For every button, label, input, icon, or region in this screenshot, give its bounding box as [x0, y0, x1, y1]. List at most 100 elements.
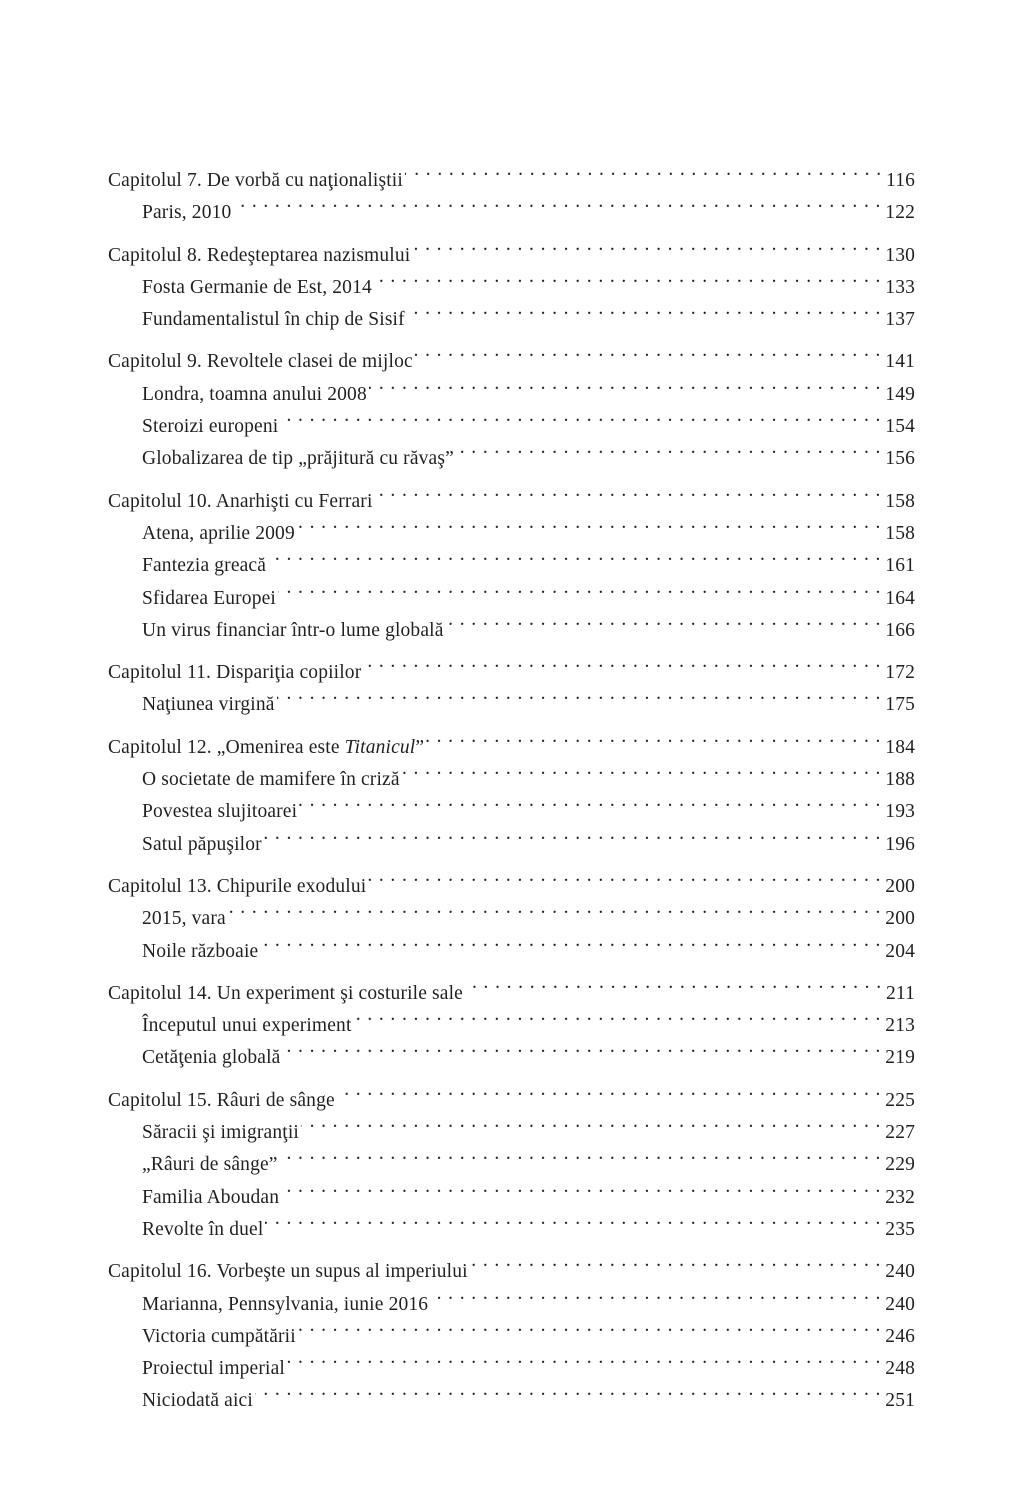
toc-chapter-entry: Capitolul 14. Un experiment şi costurile… [108, 967, 915, 1004]
chapter-title: Capitolul 16. Vorbeşte un supus al imper… [108, 1256, 468, 1288]
section-title: Naţiunea virgină [142, 689, 275, 721]
section-title: Un virus financiar într-o lume globală [142, 615, 444, 647]
section-title: Familia Aboudan [142, 1182, 279, 1214]
dot-leader [265, 1203, 881, 1235]
chapter-group: Capitolul 13. Chipurile exodului2002015,… [108, 860, 915, 962]
title-text: „Râuri de sânge” [142, 1154, 278, 1176]
title-text: Fundamentalistul în chip de Sisif [142, 309, 405, 331]
toc-section-entry: Proiectul imperial 248 [108, 1342, 915, 1379]
toc-section-entry: Paris, 2010 122 [108, 186, 915, 223]
title-text: Familia Aboudan [142, 1186, 280, 1208]
section-title: Săracii şi imigranţii [142, 1117, 299, 1149]
page-number: 188 [885, 769, 915, 791]
dot-leader [363, 646, 881, 678]
dot-leader [281, 1171, 881, 1203]
section-title: Fundamentalistul în chip de Sisif [142, 304, 405, 336]
dot-leader [297, 507, 881, 539]
page-number: 229 [885, 1154, 915, 1176]
toc-section-entry: Povestea slujitoarei 193 [108, 785, 915, 822]
dot-leader [456, 432, 881, 464]
dot-leader [426, 721, 881, 753]
toc-chapter-entry: Capitolul 13. Chipurile exodului200 [108, 860, 915, 897]
toc-section-entry: „Râuri de sânge” 229 [108, 1138, 915, 1175]
page-number: 122 [885, 202, 915, 224]
page-number: 225 [885, 1089, 915, 1111]
page-number: 240 [885, 1261, 915, 1283]
title-text: Sfidarea Europei [142, 587, 276, 609]
chapter-group: Capitolul 10. Anarhişti cu Ferrari158Ate… [108, 475, 915, 641]
dot-leader [233, 186, 881, 218]
dot-leader [430, 1278, 881, 1310]
dot-leader [368, 860, 881, 892]
page-number: 149 [885, 383, 915, 405]
page-number: 235 [885, 1218, 915, 1240]
title-text: Capitolul 9. Revoltele clasei de mijloc [108, 351, 413, 373]
toc-chapter-entry: Capitolul 11. Dispariţia copiilor172 [108, 646, 915, 683]
page-number: 204 [885, 940, 915, 962]
dot-leader [407, 293, 882, 325]
dot-leader [228, 892, 881, 924]
toc-section-entry: Fantezia greacă 161 [108, 539, 915, 576]
toc-section-entry: Revolte în duel 235 [108, 1203, 915, 1240]
dot-leader [402, 753, 882, 785]
section-title: Globalizarea de tip „prăjitură cu răvaş” [142, 443, 454, 475]
title-text: Naţiunea virgină [142, 694, 275, 716]
section-title: Steroizi europeni [142, 411, 278, 443]
page-number: 130 [885, 244, 915, 266]
title-text: Satul păpuşilor [142, 833, 262, 855]
toc-section-entry: Satul păpuşilor 196 [108, 818, 915, 855]
chapter-group: Capitolul 11. Dispariţia copiilor172 Naţi… [108, 646, 915, 715]
title-text: Atena, aprilie 2009 [142, 522, 295, 544]
dot-leader [446, 604, 882, 636]
dot-leader [282, 1031, 881, 1063]
title-text: Revolte în duel [142, 1218, 264, 1240]
title-text: Săracii şi imigranţii [142, 1122, 299, 1144]
page-number: 116 [886, 170, 915, 191]
dot-leader [301, 1106, 881, 1138]
section-title: Povestea slujitoarei [142, 796, 297, 828]
title-text: Noile războaie [142, 940, 259, 962]
page-number: 166 [885, 619, 915, 641]
title-text: Globalizarea de tip „prăjitură cu răvaş” [142, 448, 454, 470]
page-number: 154 [885, 416, 915, 438]
title-text: Capitolul 8. Redeşteptarea nazismului [108, 244, 411, 266]
page-number: 200 [885, 908, 915, 930]
section-title: Victoria cumpătării [142, 1321, 296, 1353]
chapter-group: Capitolul 15. Râuri de sânge225 Săracii ş… [108, 1074, 915, 1240]
toc-section-entry: Un virus financiar într-o lume globală 16… [108, 604, 915, 641]
page-number: 240 [885, 1293, 915, 1315]
toc-chapter-entry: Capitolul 15. Râuri de sânge 225 [108, 1074, 915, 1111]
section-title: Paris, 2010 [142, 197, 231, 229]
section-title: Noile războaie [142, 936, 258, 968]
page-number: 232 [885, 1186, 915, 1208]
section-title: Cetăţenia globală [142, 1042, 280, 1074]
section-title: Atena, aprilie 2009 [142, 518, 295, 550]
dot-leader [470, 1245, 882, 1277]
page-number: 141 [885, 351, 915, 373]
page-number: 133 [885, 276, 915, 298]
toc-section-entry: Cetăţenia globală 219 [108, 1031, 915, 1068]
dot-leader [255, 1374, 881, 1406]
page-number: 156 [885, 448, 915, 470]
dot-leader [354, 999, 882, 1031]
toc-section-entry: Fosta Germanie de Est, 2014 133 [108, 261, 915, 298]
toc-section-entry: Marianna, Pennsylvania, iunie 2016240 [108, 1278, 915, 1315]
page-number: 161 [885, 555, 915, 577]
title-text: Povestea slujitoarei [142, 801, 298, 823]
page-number: 193 [885, 801, 915, 823]
table-of-contents: Capitolul 7. De vorbă cu naţionaliştii11… [108, 154, 915, 1417]
toc-section-entry: Atena, aprilie 2009 158 [108, 507, 915, 544]
title-text: Steroizi europeni [142, 416, 279, 438]
dot-leader [278, 572, 881, 604]
chapter-group: Capitolul 16. Vorbeşte un supus al imper… [108, 1245, 915, 1411]
toc-section-entry: Londra, toamna anului 2008149 [108, 368, 915, 405]
title-text: Proiectul imperial [142, 1358, 285, 1380]
toc-section-entry: Steroizi europeni 154 [108, 400, 915, 437]
dot-leader [412, 229, 881, 261]
chapter-group: Capitolul 14. Un experiment şi costurile… [108, 967, 915, 1069]
page-number: 184 [885, 736, 915, 758]
title-italic-text: Titanicul [344, 736, 416, 758]
dot-leader [369, 368, 881, 400]
toc-chapter-entry: Capitolul 9. Revoltele clasei de mijloc 1… [108, 335, 915, 372]
toc-section-entry: Niciodată aici 251 [108, 1374, 915, 1411]
